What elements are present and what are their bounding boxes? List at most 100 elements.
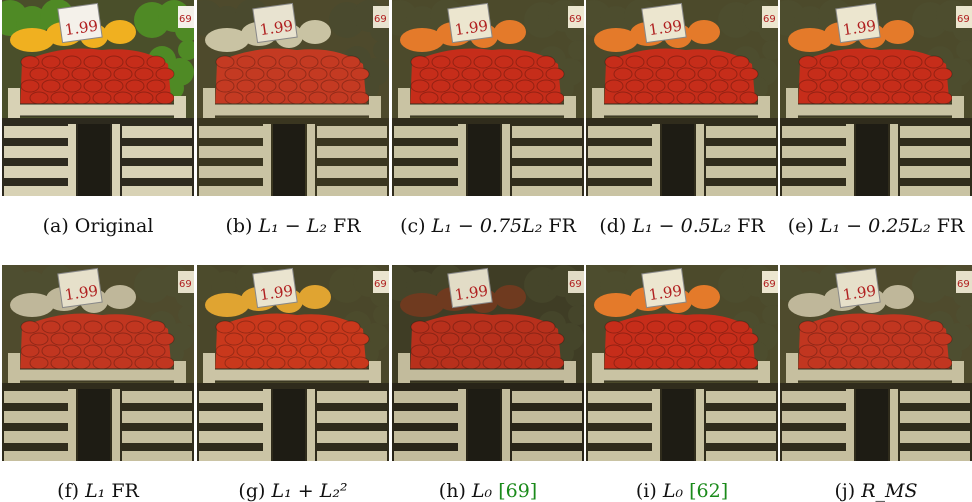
- panel-caption: (c) L₁ − 0.75L₂ FR: [384, 215, 592, 237]
- segmentation-image: 1.99 69: [197, 0, 389, 196]
- red-pepper-pile: [20, 313, 175, 375]
- crate-right-post: [758, 96, 770, 118]
- crate-right-post: [369, 96, 381, 118]
- caption-label: (d): [599, 215, 627, 237]
- panel-image: 1.99 69: [586, 0, 778, 196]
- price-sign: 1.99: [57, 2, 103, 44]
- red-pepper-pile: [215, 48, 370, 110]
- crate-right-post: [174, 361, 186, 383]
- small-sign: [373, 6, 389, 28]
- price-text: 1.99: [454, 17, 490, 39]
- segmentation-image: 1.99 69: [2, 0, 194, 196]
- small-sign: [762, 6, 778, 28]
- crate-left-post: [398, 353, 410, 383]
- small-sign: [568, 6, 584, 28]
- crate-right-post: [952, 361, 964, 383]
- red-pepper-pile: [410, 313, 565, 375]
- panel-image: 1.99 69: [197, 0, 389, 196]
- caption-text: FR: [111, 480, 139, 502]
- caption-math: L₁ − L₂: [258, 215, 327, 237]
- price-sign: 1.99: [447, 267, 493, 309]
- small-sign: [956, 271, 972, 293]
- lower-crates: [199, 389, 387, 461]
- price-text: 1.99: [648, 17, 684, 39]
- crate-right-post: [564, 96, 576, 118]
- panel-image: 1.99 69: [780, 0, 972, 196]
- crate-front-board: [405, 103, 567, 117]
- small-sign: [373, 271, 389, 293]
- small-sign: [956, 6, 972, 28]
- small-sign-text: 69: [179, 279, 192, 290]
- price-sign: 1.99: [641, 267, 687, 309]
- panel-image: 1.99 69: [2, 265, 194, 461]
- lower-crates: [394, 124, 582, 196]
- price-sign: 1.99: [252, 267, 298, 309]
- caption-math: L₁: [85, 480, 106, 502]
- panel-caption: (e) L₁ − 0.25L₂ FR: [772, 215, 972, 237]
- small-sign-text: 69: [763, 14, 776, 25]
- crate-front-board: [599, 103, 761, 117]
- crate-front-board: [15, 103, 177, 117]
- price-sign: 1.99: [447, 2, 493, 44]
- crate-right-post: [952, 96, 964, 118]
- crate-front-board: [210, 368, 372, 382]
- panel-caption: (g) L₁ + L₂²: [189, 480, 397, 502]
- caption-label: (h): [438, 480, 466, 502]
- caption-math: L₁ − 0.75L₂: [431, 215, 543, 237]
- price-sign: 1.99: [835, 267, 881, 309]
- crate-front-board: [15, 368, 177, 382]
- panel-image: 1.99 69: [392, 0, 584, 196]
- lower-crates: [782, 389, 970, 461]
- small-sign: [178, 6, 194, 28]
- caption-label: (i): [635, 480, 657, 502]
- segmentation-image: 1.99 69: [197, 265, 389, 461]
- caption-label: (g): [238, 480, 266, 502]
- caption-label: (a): [42, 215, 69, 237]
- crate-left-post: [203, 353, 215, 383]
- lower-crates: [394, 389, 582, 461]
- price-text: 1.99: [454, 282, 490, 304]
- lower-crates: [199, 124, 387, 196]
- caption-label: (f): [57, 480, 80, 502]
- price-text: 1.99: [64, 282, 100, 304]
- panel-caption: (a) Original: [0, 215, 202, 237]
- segmentation-image: 1.99 69: [392, 0, 584, 196]
- price-text: 1.99: [842, 282, 878, 304]
- small-sign-text: 69: [179, 14, 192, 25]
- crate-left-post: [8, 88, 20, 118]
- segmentation-image: 1.99 69: [586, 265, 778, 461]
- price-text: 1.99: [259, 17, 295, 39]
- caption-label: (c): [400, 215, 426, 237]
- price-sign: 1.99: [641, 2, 687, 44]
- caption-math: L₁ − 0.5L₂: [632, 215, 732, 237]
- small-sign-text: 69: [569, 14, 582, 25]
- crate-right-post: [174, 96, 186, 118]
- red-pepper-pile: [604, 48, 759, 110]
- red-pepper-pile: [410, 48, 565, 110]
- panel-image: 1.99 69: [2, 0, 194, 196]
- lower-crates: [4, 389, 192, 461]
- crate-front-board: [793, 103, 955, 117]
- red-pepper-pile: [798, 313, 953, 375]
- small-sign-text: 69: [957, 279, 970, 290]
- small-sign-text: 69: [374, 279, 387, 290]
- caption-label: (j): [834, 480, 856, 502]
- crate-left-post: [592, 88, 604, 118]
- panel-caption: (d) L₁ − 0.5L₂ FR: [578, 215, 786, 237]
- price-sign: 1.99: [835, 2, 881, 44]
- crate-front-board: [405, 368, 567, 382]
- panel-caption: (f) L₁ FR: [0, 480, 202, 502]
- citation-link[interactable]: [62]: [689, 480, 729, 502]
- red-pepper-pile: [20, 48, 175, 110]
- panel-caption: (i) L₀ [62]: [578, 480, 786, 502]
- crate-left-post: [203, 88, 215, 118]
- caption-text: FR: [737, 215, 765, 237]
- panel-caption: (b) L₁ − L₂ FR: [189, 215, 397, 237]
- panel-caption: (j) R_MS: [772, 480, 972, 502]
- crate-front-board: [793, 368, 955, 382]
- caption-math: L₁ − 0.25L₂: [819, 215, 931, 237]
- price-text: 1.99: [259, 282, 295, 304]
- red-pepper-pile: [604, 313, 759, 375]
- citation-link[interactable]: [69]: [498, 480, 538, 502]
- small-sign-text: 69: [569, 279, 582, 290]
